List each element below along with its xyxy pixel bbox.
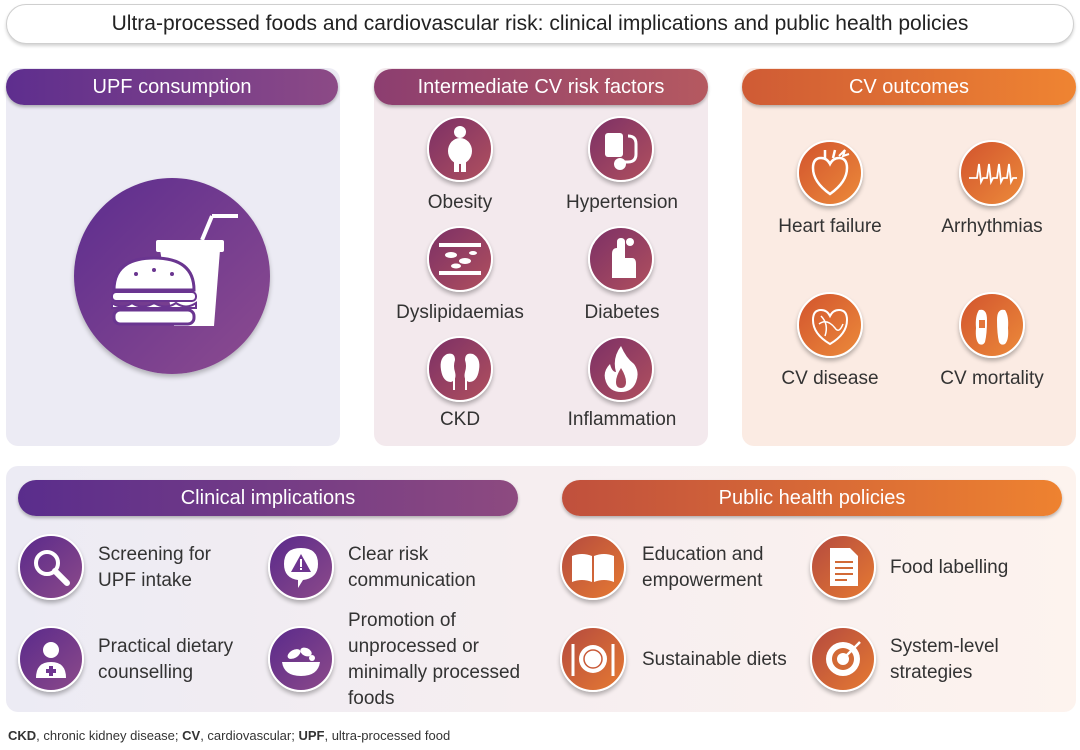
public-health-header: Public health policies [562,480,1062,516]
ecg-icon [959,140,1025,206]
risk-label-diabetes: Diabetes [584,302,660,323]
risk-label-hypertension: Hypertension [566,192,678,213]
magnifier-icon [18,534,84,600]
risk-label-ckd: CKD [439,409,481,430]
doctor-icon [18,626,84,692]
page-title: Ultra-processed foods and cardiovascular… [6,4,1074,44]
outcome-label-cv-mortality: CV mortality [940,368,1044,389]
clinical-item-promotion: Promotion of unprocessed or minimally proc… [348,610,521,709]
vascular-heart-icon [797,292,863,358]
policy-item-food-labelling: Food labelling [890,557,1009,578]
obesity-icon [427,116,493,182]
warning-speech-icon [268,534,334,600]
heart-icon [797,140,863,206]
cv-outcomes-header: CV outcomes [742,69,1076,105]
burger-drink-icon [74,178,270,374]
clinical-item-dietary-counselling: Practical dietary counselling [98,636,234,683]
outcome-label-cv-disease: CV disease [781,368,879,389]
feet-tag-icon [959,292,1025,358]
open-book-icon [560,534,626,600]
risk-label-obesity: Obesity [427,192,493,213]
clinical-item-screening: Screening for UPF intake [98,544,212,591]
blood-pressure-icon [588,116,654,182]
outcome-label-arrhythmias: Arrhythmias [941,216,1043,237]
document-icon [810,534,876,600]
policy-item-sustainable-diets: Sustainable diets [642,649,787,670]
upf-header: UPF consumption [6,69,338,105]
footnote: CKD, chronic kidney disease; CV, cardiov… [8,728,451,743]
policy-item-system-level: System-level strategies [890,636,999,683]
risk-factors-header: Intermediate CV risk factors [374,69,708,105]
salad-bowl-icon [268,626,334,692]
outcome-label-heart-failure: Heart failure [778,216,882,237]
target-icon [810,626,876,692]
risk-label-inflammation: Inflammation [567,409,677,430]
clinical-implications-header: Clinical implications [18,480,518,516]
plate-cutlery-icon [560,626,626,692]
risk-factors-panel [374,68,708,446]
cv-outcomes-panel [742,68,1076,446]
clinical-item-risk-communication: Clear risk communication [348,544,476,591]
risk-label-dyslipidaemias: Dyslipidaemias [396,302,524,323]
glucose-finger-icon [588,226,654,292]
policy-item-education: Education and empowerment [642,544,764,591]
flame-icon [588,336,654,402]
kidney-icon [427,336,493,402]
artery-plaque-icon [427,226,493,292]
